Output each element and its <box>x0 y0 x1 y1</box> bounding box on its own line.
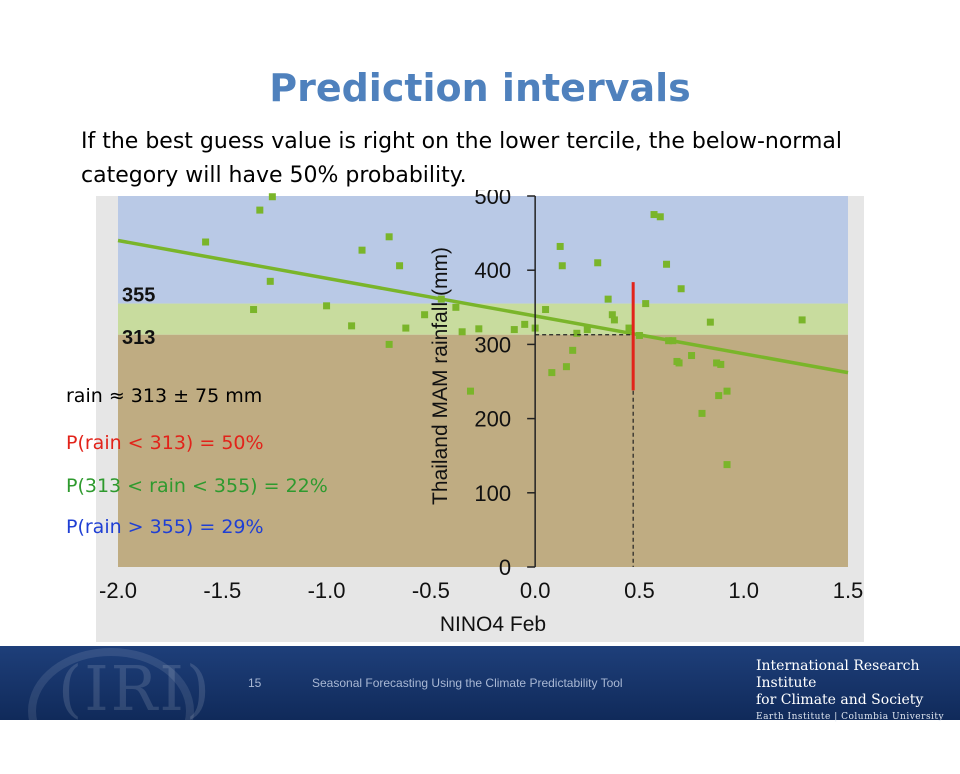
x-tick-label: 0.5 <box>624 578 655 603</box>
tercile-lower-label: 313 <box>122 327 155 349</box>
estimate-annotation: rain ≈ 313 ± 75 mm <box>66 385 262 407</box>
p-normal-annotation: P(313 < rain < 355) = 22% <box>66 475 328 497</box>
tercile-upper-label: 355 <box>122 285 155 307</box>
data-point <box>385 233 393 241</box>
data-point <box>402 324 410 332</box>
data-point <box>556 242 564 250</box>
y-axis-ticks: 0 100 200 300 400 500 <box>474 190 536 580</box>
data-point <box>548 369 556 377</box>
data-point <box>650 211 658 219</box>
band-normal <box>118 303 848 335</box>
data-point <box>266 277 274 285</box>
data-point <box>608 311 616 319</box>
data-point <box>583 326 591 334</box>
x-tick-label: 1.0 <box>728 578 759 603</box>
y-tick-label: 400 <box>474 258 511 283</box>
data-point <box>642 300 650 308</box>
p-below-annotation: P(rain < 313) = 50% <box>66 432 264 454</box>
data-point <box>558 262 566 270</box>
data-point <box>798 316 806 324</box>
y-axis-label: Thailand MAM rainfall (mm) <box>429 247 452 505</box>
data-point <box>706 318 714 326</box>
data-point <box>717 360 725 368</box>
data-point <box>604 295 612 303</box>
iri-logo: (IRI) <box>58 652 213 725</box>
page-number: 15 <box>248 676 262 690</box>
y-tick-label: 300 <box>474 332 511 357</box>
x-axis-label: NINO4 Feb <box>440 613 546 636</box>
data-point <box>458 328 466 336</box>
data-point <box>323 302 331 310</box>
data-point <box>723 461 731 469</box>
y-tick-label: 0 <box>499 555 511 580</box>
organization-name: International Research Institute for Cli… <box>756 658 960 726</box>
x-tick-label: -1.0 <box>308 578 346 603</box>
footer-text: Seasonal Forecasting Using the Climate P… <box>312 676 623 690</box>
org-line-3: Earth Institute | Columbia University <box>756 712 945 722</box>
data-point <box>610 316 618 324</box>
data-point <box>202 238 210 246</box>
data-point <box>715 392 723 400</box>
p-above-annotation: P(rain > 355) = 29% <box>66 516 264 538</box>
slide-title: Prediction intervals <box>269 66 691 110</box>
band-below-normal <box>118 334 848 567</box>
band-above-normal <box>118 196 848 304</box>
data-point <box>250 306 258 314</box>
data-point <box>656 213 664 221</box>
org-line-1: International Research Institute <box>756 658 920 691</box>
data-point <box>677 285 685 293</box>
org-line-2: for Climate and Society <box>756 692 924 708</box>
data-point <box>466 387 474 395</box>
data-point <box>698 409 706 417</box>
data-point <box>521 320 529 328</box>
data-point <box>713 359 721 367</box>
data-point <box>421 311 429 319</box>
x-tick-label: -2.0 <box>99 578 137 603</box>
data-point <box>542 306 550 314</box>
data-point <box>688 352 696 360</box>
x-tick-label: -1.5 <box>203 578 241 603</box>
data-point <box>268 193 276 201</box>
x-tick-label: 1.5 <box>833 578 864 603</box>
data-point <box>510 326 518 334</box>
scatter-chart: 0 100 200 300 400 500 -2.0 -1.5 -1.0 -0.5 0.0 0.5 1… <box>66 190 864 642</box>
data-point <box>625 324 633 332</box>
footer-bar: (IRI) 15 Seasonal Forecasting Using the … <box>0 646 960 774</box>
data-point <box>396 262 404 270</box>
slide-subtitle: If the best guess value is right on the … <box>81 129 842 188</box>
x-axis-ticks: -2.0 -1.5 -1.0 -0.5 0.0 0.5 1.0 1.5 <box>99 578 863 603</box>
data-point <box>573 329 581 337</box>
x-tick-label: -0.5 <box>412 578 450 603</box>
data-point <box>348 322 356 330</box>
data-point <box>675 359 683 367</box>
data-point <box>452 303 460 311</box>
y-tick-label: 500 <box>474 190 511 209</box>
y-tick-label: 100 <box>474 481 511 506</box>
data-point <box>385 340 393 348</box>
data-point <box>723 387 731 395</box>
data-point <box>256 206 264 214</box>
data-point <box>663 260 671 268</box>
y-tick-label: 200 <box>474 407 511 432</box>
data-point <box>358 246 366 254</box>
data-point <box>594 259 602 267</box>
data-point <box>562 363 570 371</box>
x-tick-label: 0.0 <box>520 578 551 603</box>
data-point <box>569 346 577 354</box>
regression-line <box>117 238 849 375</box>
data-point <box>475 325 483 333</box>
